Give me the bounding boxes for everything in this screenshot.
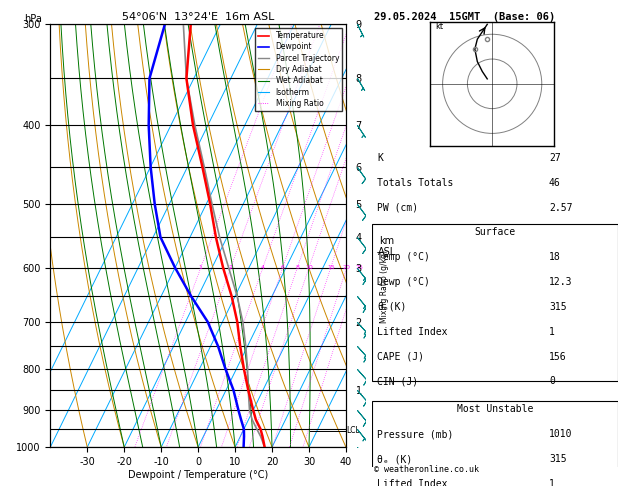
Text: 156: 156	[549, 352, 567, 362]
Text: 8: 8	[296, 265, 299, 270]
X-axis label: Dewpoint / Temperature (°C): Dewpoint / Temperature (°C)	[128, 469, 268, 480]
Bar	[372, 224, 618, 382]
Title: 54°06'N  13°24'E  16m ASL: 54°06'N 13°24'E 16m ASL	[122, 12, 274, 22]
Text: 2: 2	[229, 265, 233, 270]
Text: 15: 15	[327, 265, 335, 270]
Text: Most Unstable: Most Unstable	[457, 404, 533, 415]
Text: 4: 4	[261, 265, 265, 270]
Text: 1010: 1010	[549, 429, 572, 439]
Text: 18: 18	[549, 252, 560, 262]
Text: kt: kt	[435, 22, 443, 31]
Text: Totals Totals: Totals Totals	[377, 178, 454, 188]
Text: hPa: hPa	[24, 14, 42, 24]
Text: 10: 10	[305, 265, 313, 270]
Text: © weatheronline.co.uk: © weatheronline.co.uk	[374, 465, 479, 474]
Text: Lifted Index: Lifted Index	[377, 479, 448, 486]
Text: Lifted Index: Lifted Index	[377, 327, 448, 337]
Text: CAPE (J): CAPE (J)	[377, 352, 425, 362]
Y-axis label: km
ASL: km ASL	[378, 236, 396, 257]
Text: 29.05.2024  15GMT  (Base: 06): 29.05.2024 15GMT (Base: 06)	[374, 12, 555, 22]
Text: PW (cm): PW (cm)	[377, 203, 418, 213]
Text: CIN (J): CIN (J)	[377, 377, 418, 386]
Text: Surface: Surface	[474, 227, 516, 238]
Text: 27: 27	[549, 153, 560, 163]
Text: 2.57: 2.57	[549, 203, 572, 213]
Text: 20: 20	[343, 265, 350, 270]
Text: 1: 1	[549, 479, 555, 486]
Text: 12.3: 12.3	[549, 277, 572, 287]
Text: LCL: LCL	[347, 426, 360, 435]
Text: 315: 315	[549, 454, 567, 464]
Text: θₑ(K): θₑ(K)	[377, 302, 407, 312]
Text: 25: 25	[355, 265, 364, 270]
Text: Mixing Ratio (g/kg): Mixing Ratio (g/kg)	[380, 250, 389, 323]
Text: Dewp (°C): Dewp (°C)	[377, 277, 430, 287]
Text: 6: 6	[281, 265, 284, 270]
Text: 315: 315	[549, 302, 567, 312]
Text: 1: 1	[549, 327, 555, 337]
Text: 1: 1	[199, 265, 203, 270]
Text: Pressure (mb): Pressure (mb)	[377, 429, 454, 439]
Text: θₑ (K): θₑ (K)	[377, 454, 413, 464]
Text: 46: 46	[549, 178, 560, 188]
Text: 0: 0	[549, 377, 555, 386]
Text: K: K	[377, 153, 383, 163]
Text: Temp (°C): Temp (°C)	[377, 252, 430, 262]
Legend: Temperature, Dewpoint, Parcel Trajectory, Dry Adiabat, Wet Adiabat, Isotherm, Mi: Temperature, Dewpoint, Parcel Trajectory…	[255, 28, 342, 111]
Bar	[372, 401, 618, 486]
